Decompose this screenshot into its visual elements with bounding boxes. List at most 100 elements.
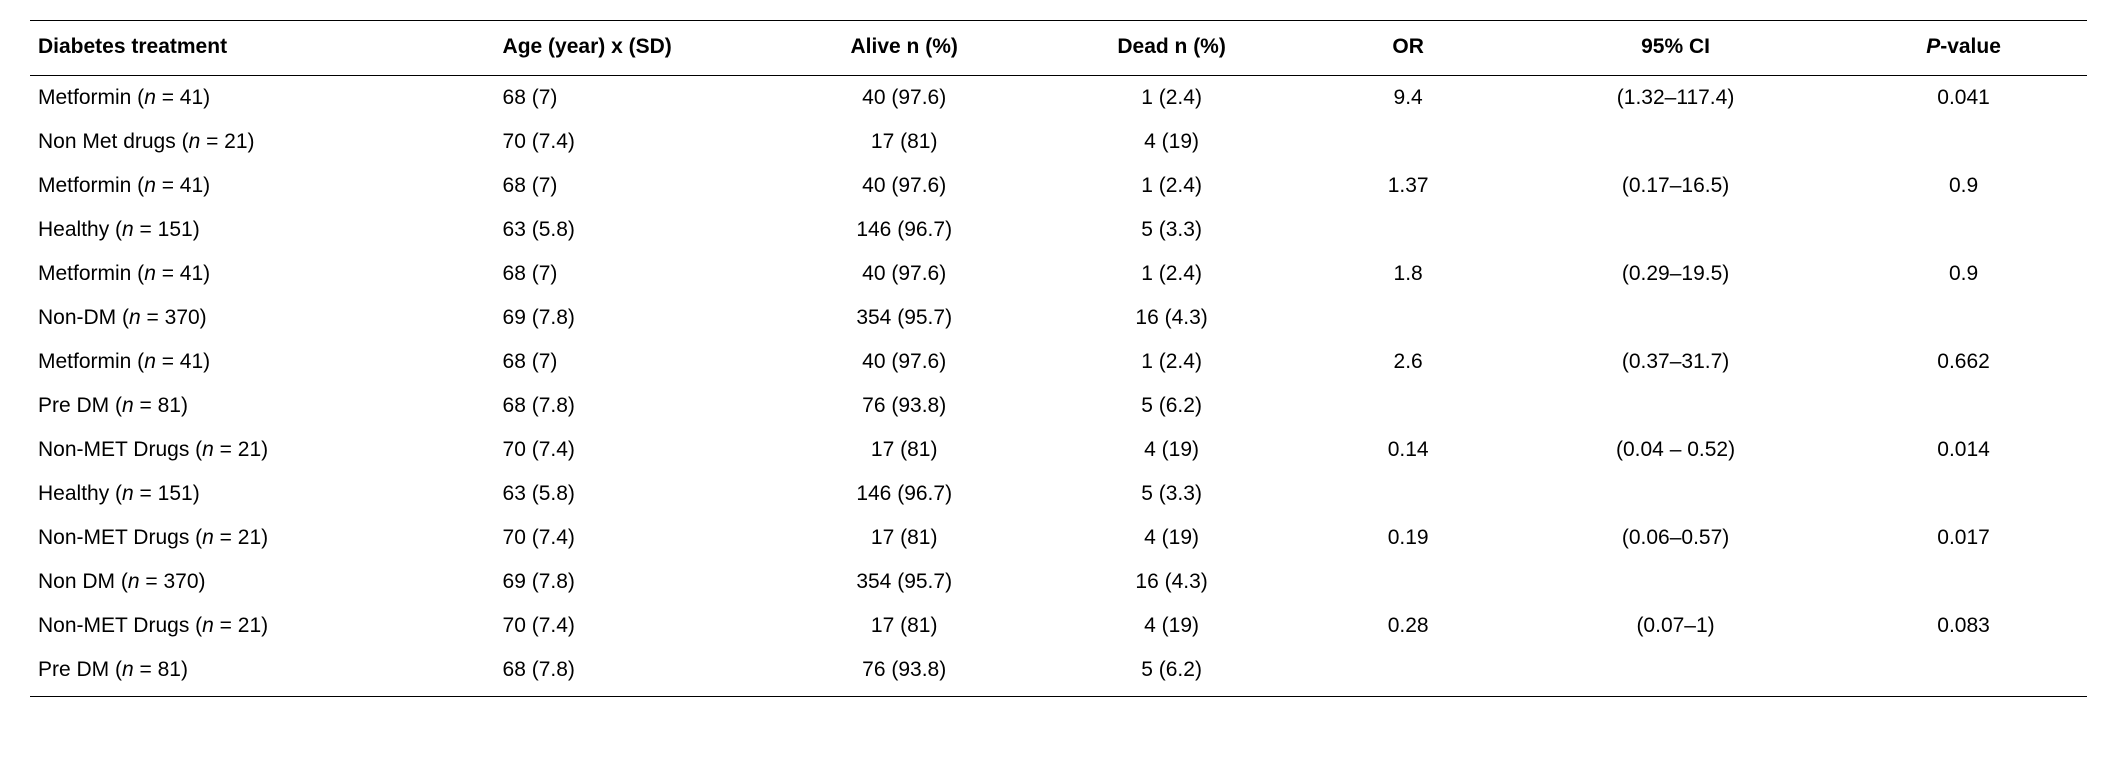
treatment-prefix: Metformin (	[38, 350, 144, 373]
col-header-treatment: Diabetes treatment	[30, 21, 483, 76]
col-header-or: OR	[1305, 21, 1511, 76]
cell-treatment: Metformin (n = 41)	[30, 340, 483, 384]
cell-or: 0.19	[1305, 516, 1511, 560]
cell-age: 68 (7.8)	[483, 648, 771, 697]
n-italic: n	[122, 482, 134, 505]
cell-treatment: Non-MET Drugs (n = 21)	[30, 516, 483, 560]
n-italic: n	[189, 130, 201, 153]
table-row: Metformin (n = 41)68 (7)40 (97.6)1 (2.4)…	[30, 164, 2087, 208]
treatment-suffix: = 151)	[134, 218, 200, 241]
cell-age: 70 (7.4)	[483, 428, 771, 472]
treatment-prefix: Pre DM (	[38, 658, 122, 681]
cell-alive: 146 (96.7)	[771, 208, 1038, 252]
cell-ci: (0.06–0.57)	[1511, 516, 1840, 560]
cell-ci	[1511, 472, 1840, 516]
cell-alive: 354 (95.7)	[771, 560, 1038, 604]
cell-treatment: Non DM (n = 370)	[30, 560, 483, 604]
n-italic: n	[129, 306, 141, 329]
cell-dead: 5 (3.3)	[1038, 208, 1305, 252]
cell-ci: (0.07–1)	[1511, 604, 1840, 648]
col-header-dead: Dead n (%)	[1038, 21, 1305, 76]
cell-treatment: Pre DM (n = 81)	[30, 384, 483, 428]
cell-ci	[1511, 208, 1840, 252]
cell-dead: 16 (4.3)	[1038, 296, 1305, 340]
cell-age: 68 (7)	[483, 76, 771, 121]
cell-or	[1305, 120, 1511, 164]
cell-pvalue: 0.9	[1840, 252, 2087, 296]
cell-ci	[1511, 296, 1840, 340]
cell-alive: 17 (81)	[771, 428, 1038, 472]
treatment-prefix: Non-MET Drugs (	[38, 438, 202, 461]
cell-treatment: Non Met drugs (n = 21)	[30, 120, 483, 164]
table-row: Non-MET Drugs (n = 21)70 (7.4)17 (81)4 (…	[30, 604, 2087, 648]
cell-or	[1305, 648, 1511, 697]
cell-dead: 16 (4.3)	[1038, 560, 1305, 604]
cell-dead: 4 (19)	[1038, 604, 1305, 648]
cell-ci	[1511, 648, 1840, 697]
treatment-prefix: Pre DM (	[38, 394, 122, 417]
cell-pvalue: 0.014	[1840, 428, 2087, 472]
treatment-suffix: = 41)	[156, 86, 210, 109]
cell-pvalue	[1840, 384, 2087, 428]
treatment-prefix: Non-MET Drugs (	[38, 526, 202, 549]
n-italic: n	[202, 614, 214, 637]
cell-or: 1.8	[1305, 252, 1511, 296]
col-header-age: Age (year) x (SD)	[483, 21, 771, 76]
treatment-suffix: = 370)	[140, 570, 206, 593]
treatment-prefix: Metformin (	[38, 86, 144, 109]
cell-or	[1305, 560, 1511, 604]
table-row: Pre DM (n = 81)68 (7.8)76 (93.8)5 (6.2)	[30, 648, 2087, 697]
cell-pvalue: 0.017	[1840, 516, 2087, 560]
col-header-ci: 95% CI	[1511, 21, 1840, 76]
cell-treatment: Metformin (n = 41)	[30, 252, 483, 296]
table-header: Diabetes treatment Age (year) x (SD) Ali…	[30, 21, 2087, 76]
n-italic: n	[144, 262, 156, 285]
treatment-suffix: = 41)	[156, 174, 210, 197]
cell-age: 68 (7)	[483, 340, 771, 384]
cell-alive: 354 (95.7)	[771, 296, 1038, 340]
cell-treatment: Non-DM (n = 370)	[30, 296, 483, 340]
cell-alive: 17 (81)	[771, 604, 1038, 648]
treatment-prefix: Non DM (	[38, 570, 128, 593]
table-row: Non-MET Drugs (n = 21)70 (7.4)17 (81)4 (…	[30, 516, 2087, 560]
treatment-suffix: = 151)	[134, 482, 200, 505]
cell-or: 9.4	[1305, 76, 1511, 121]
cell-treatment: Metformin (n = 41)	[30, 76, 483, 121]
cell-ci: (1.32–117.4)	[1511, 76, 1840, 121]
table-row: Non-DM (n = 370)69 (7.8)354 (95.7)16 (4.…	[30, 296, 2087, 340]
table-row: Metformin (n = 41)68 (7)40 (97.6)1 (2.4)…	[30, 76, 2087, 121]
table-row: Non Met drugs (n = 21)70 (7.4)17 (81)4 (…	[30, 120, 2087, 164]
cell-treatment: Non-MET Drugs (n = 21)	[30, 428, 483, 472]
cell-or: 1.37	[1305, 164, 1511, 208]
cell-dead: 1 (2.4)	[1038, 340, 1305, 384]
cell-alive: 40 (97.6)	[771, 252, 1038, 296]
table-row: Metformin (n = 41)68 (7)40 (97.6)1 (2.4)…	[30, 252, 2087, 296]
table-row: Metformin (n = 41)68 (7)40 (97.6)1 (2.4)…	[30, 340, 2087, 384]
cell-alive: 40 (97.6)	[771, 76, 1038, 121]
diabetes-treatment-table: Diabetes treatment Age (year) x (SD) Ali…	[30, 20, 2087, 697]
cell-dead: 4 (19)	[1038, 428, 1305, 472]
cell-pvalue	[1840, 120, 2087, 164]
cell-pvalue	[1840, 296, 2087, 340]
n-italic: n	[144, 350, 156, 373]
treatment-suffix: = 21)	[214, 614, 268, 637]
cell-ci	[1511, 120, 1840, 164]
cell-pvalue	[1840, 560, 2087, 604]
treatment-suffix: = 41)	[156, 350, 210, 373]
cell-ci: (0.29–19.5)	[1511, 252, 1840, 296]
cell-alive: 76 (93.8)	[771, 384, 1038, 428]
cell-pvalue	[1840, 648, 2087, 697]
n-italic: n	[122, 394, 134, 417]
cell-pvalue: 0.083	[1840, 604, 2087, 648]
table-body: Metformin (n = 41)68 (7)40 (97.6)1 (2.4)…	[30, 76, 2087, 697]
cell-dead: 4 (19)	[1038, 120, 1305, 164]
cell-age: 70 (7.4)	[483, 516, 771, 560]
treatment-suffix: = 21)	[214, 438, 268, 461]
table-row: Healthy (n = 151)63 (5.8)146 (96.7)5 (3.…	[30, 208, 2087, 252]
cell-treatment: Pre DM (n = 81)	[30, 648, 483, 697]
cell-pvalue	[1840, 208, 2087, 252]
cell-age: 70 (7.4)	[483, 604, 771, 648]
n-italic: n	[122, 218, 134, 241]
treatment-prefix: Metformin (	[38, 262, 144, 285]
cell-age: 69 (7.8)	[483, 296, 771, 340]
